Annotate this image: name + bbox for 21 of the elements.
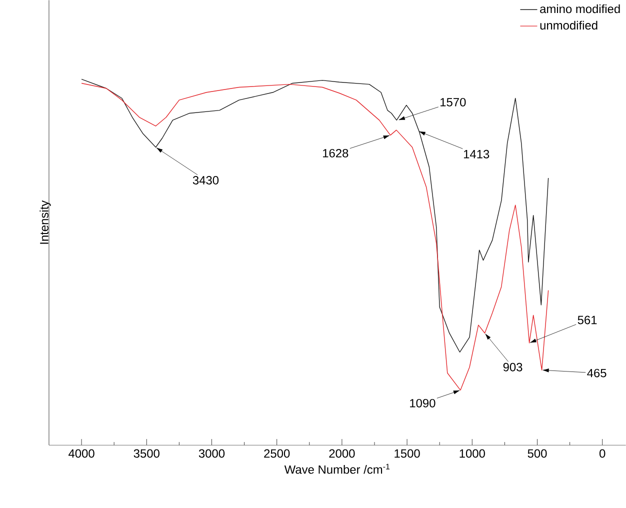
x-axis-title: Wave Number /cm$^{-1}$ bbox=[284, 464, 390, 474]
annotation: 3430 bbox=[192, 176, 219, 184]
annotation: 1090 bbox=[410, 398, 436, 408]
x-tick-label: 1000 bbox=[460, 449, 485, 458]
annotation: 1413 bbox=[464, 150, 490, 158]
x-tick-label: 1500 bbox=[394, 449, 420, 458]
x-tick-label: 3000 bbox=[198, 449, 225, 458]
x-tick-label: 2000 bbox=[329, 449, 355, 458]
x-tick-label: 3500 bbox=[134, 449, 160, 458]
legend-label: unmodified bbox=[540, 20, 598, 30]
annotation: 1628 bbox=[323, 148, 348, 158]
y-axis-title: Intensity bbox=[40, 200, 51, 244]
annotation: 465 bbox=[587, 368, 606, 378]
x-tick-label: 4000 bbox=[68, 449, 94, 458]
annotation: 1570 bbox=[440, 98, 466, 106]
x-tick-label: 0 bbox=[600, 449, 606, 458]
x-tick-label: 500 bbox=[528, 449, 547, 458]
legend-label: amino modified bbox=[540, 4, 620, 14]
x-tick-label: 2500 bbox=[264, 449, 290, 458]
annotation: 561 bbox=[578, 316, 597, 324]
annotation: 903 bbox=[503, 362, 522, 372]
